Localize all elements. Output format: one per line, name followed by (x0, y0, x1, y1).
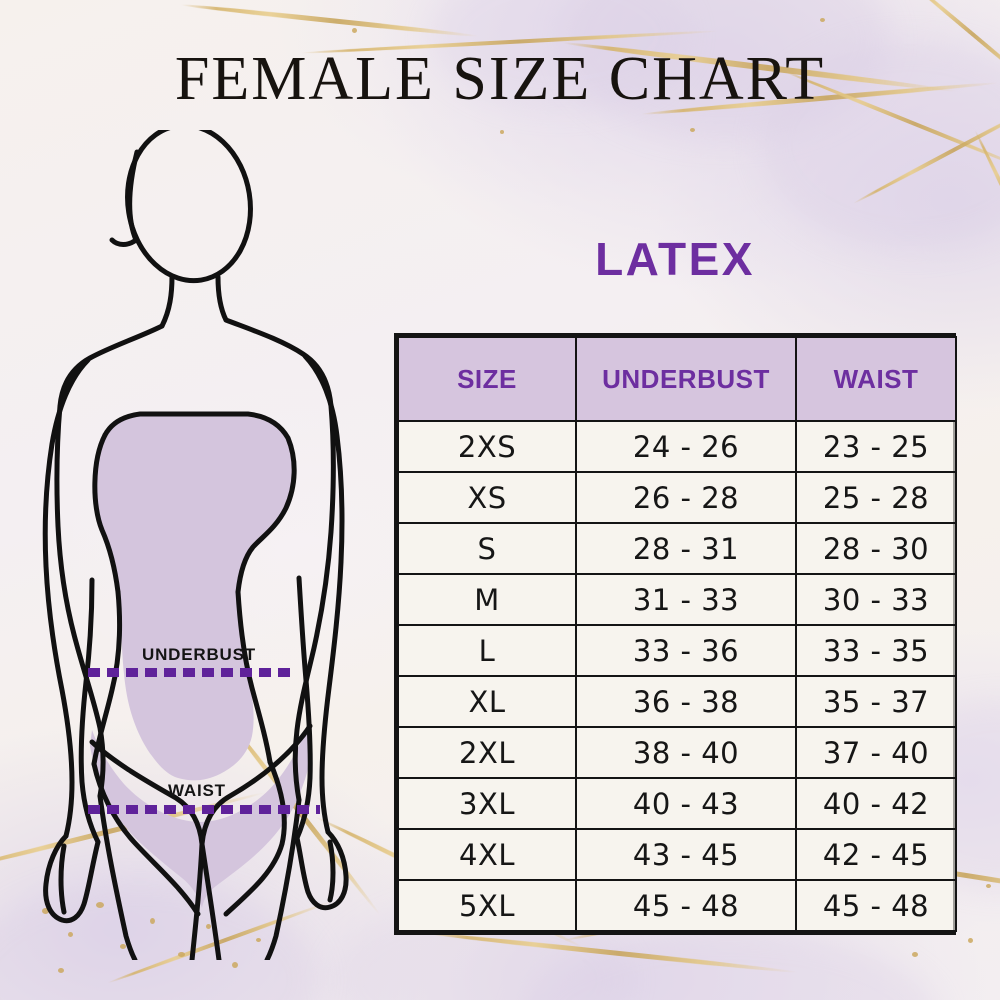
column-header-waist: WAIST (795, 336, 957, 422)
right-hand-thumb (327, 839, 336, 903)
cell-underbust: 38 - 40 (575, 726, 797, 779)
table-row: XS 26 - 28 25 - 28 (397, 471, 957, 524)
female-body-figure: UNDERBUST WAIST (0, 122, 400, 963)
size-table-body: 2XS 24 - 26 23 - 25 XS 26 - 28 25 - 28 S 28 - 3… (397, 420, 957, 932)
right-arm-inner (294, 575, 313, 841)
table-row: L 33 - 36 33 - 35 (397, 624, 957, 677)
right-leg-inner (199, 841, 222, 963)
cell-underbust: 45 - 48 (575, 879, 797, 932)
cell-size: L (397, 624, 577, 677)
cell-underbust: 43 - 45 (575, 828, 797, 881)
size-table-head: SIZE UNDERBUST WAIST (397, 336, 957, 422)
right-leg-outline (264, 797, 302, 963)
cell-size: XL (397, 675, 577, 728)
size-table-wrapper: SIZE UNDERBUST WAIST 2XS 24 - 26 23 - 25 XS… (394, 333, 957, 935)
bodysuit-outline (102, 411, 297, 595)
column-header-underbust: UNDERBUST (575, 336, 797, 422)
cell-size: 2XS (397, 420, 577, 473)
waist-left-contour (91, 589, 123, 767)
right-hand (294, 829, 349, 911)
table-row: XL 36 - 38 35 - 37 (397, 675, 957, 728)
table-row: M 31 - 33 30 - 33 (397, 573, 957, 626)
left-leg-inner (189, 841, 205, 963)
cell-underbust: 31 - 33 (575, 573, 797, 626)
cell-size: S (397, 522, 577, 575)
hip-left-outline (91, 761, 201, 917)
table-header-row: SIZE UNDERBUST WAIST (397, 336, 957, 422)
cell-waist: 25 - 28 (795, 471, 957, 524)
left-hand-thumb (58, 843, 67, 915)
left-arm-inner (78, 577, 101, 845)
waist-right-contour (235, 589, 273, 765)
cell-size: XS (397, 471, 577, 524)
cell-waist: 37 - 40 (795, 726, 957, 779)
hair-sweep (127, 149, 140, 243)
panty-left-edge (89, 739, 205, 847)
cell-size: 5XL (397, 879, 577, 932)
cell-waist: 40 - 42 (795, 777, 957, 830)
torso-right-outline (223, 317, 336, 803)
column-header-size: SIZE (397, 336, 577, 422)
cell-size: 3XL (397, 777, 577, 830)
cell-underbust: 28 - 31 (575, 522, 797, 575)
left-hand (43, 833, 101, 924)
cell-waist: 30 - 33 (795, 573, 957, 626)
page-title: FEMALE SIZE CHART (174, 45, 826, 113)
size-table: SIZE UNDERBUST WAIST 2XS 24 - 26 23 - 25 XS… (397, 336, 957, 932)
bodysuit-left-curve (92, 432, 121, 595)
cell-waist: 42 - 45 (795, 828, 957, 881)
bodysuit-fill (94, 414, 295, 781)
table-row: 5XL 45 - 48 45 - 48 (397, 879, 957, 932)
table-row: 2XL 38 - 40 37 - 40 (397, 726, 957, 779)
table-row: 4XL 43 - 45 42 - 45 (397, 828, 957, 881)
right-arm-outer (302, 353, 345, 835)
section-heading-latex: LATEX (595, 233, 755, 285)
cell-underbust: 24 - 26 (575, 420, 797, 473)
cell-waist: 35 - 37 (795, 675, 957, 728)
hair-tip (109, 237, 139, 247)
cell-size: M (397, 573, 577, 626)
cell-waist: 45 - 48 (795, 879, 957, 932)
cell-waist: 33 - 35 (795, 624, 957, 677)
cell-size: 4XL (397, 828, 577, 881)
cell-size: 2XL (397, 726, 577, 779)
panty-right-edge (199, 723, 313, 847)
underbust-measure-line (88, 668, 292, 677)
cell-waist: 28 - 30 (795, 522, 957, 575)
underbust-measure-label: UNDERBUST (142, 645, 256, 664)
neck-left (159, 273, 175, 329)
cell-underbust: 40 - 43 (575, 777, 797, 830)
table-row: 3XL 40 - 43 40 - 42 (397, 777, 957, 830)
cell-waist: 23 - 25 (795, 420, 957, 473)
cell-underbust: 33 - 36 (575, 624, 797, 677)
cell-underbust: 26 - 28 (575, 471, 797, 524)
waist-measure-label: WAIST (168, 781, 226, 800)
table-row: S 28 - 31 28 - 30 (397, 522, 957, 575)
hip-right-outline (223, 759, 287, 917)
waist-measure-line (88, 805, 320, 814)
body-silhouette-svg (42, 122, 349, 963)
left-arm-outer (42, 357, 91, 839)
left-leg-outline (97, 793, 138, 963)
table-row: 2XS 24 - 26 23 - 25 (397, 420, 957, 473)
cell-underbust: 36 - 38 (575, 675, 797, 728)
neck-right (215, 274, 229, 323)
